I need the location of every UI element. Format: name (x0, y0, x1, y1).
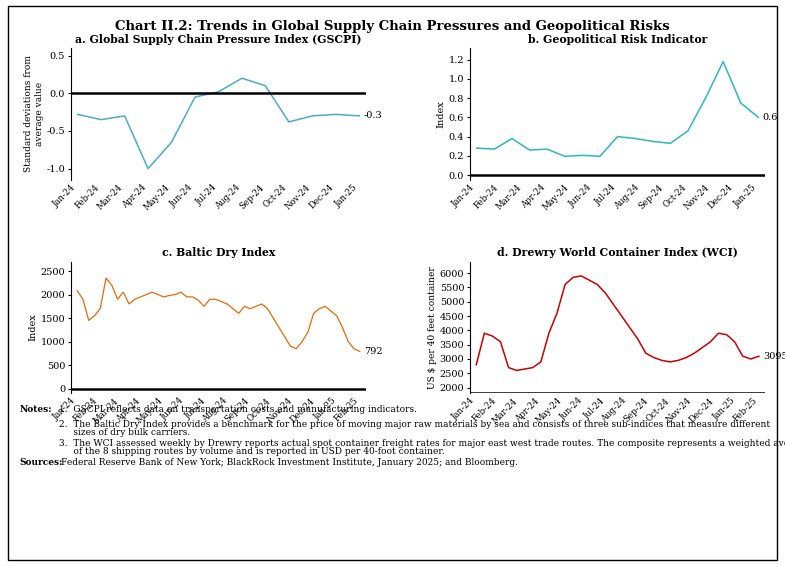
Text: Federal Reserve Bank of New York; BlackRock Investment Institute, January 2025; : Federal Reserve Bank of New York; BlackR… (61, 458, 518, 468)
Title: c. Baltic Dry Index: c. Baltic Dry Index (162, 247, 276, 258)
Y-axis label: Standard deviations from
average value: Standard deviations from average value (24, 55, 43, 173)
Text: Chart II.2: Trends in Global Supply Chain Pressures and Geopolitical Risks: Chart II.2: Trends in Global Supply Chai… (115, 20, 670, 33)
Y-axis label: Index: Index (436, 100, 446, 128)
Text: 2.  The Baltic Dry Index provides a benchmark for the price of moving major raw : 2. The Baltic Dry Index provides a bench… (59, 420, 770, 429)
Text: 792: 792 (364, 347, 382, 356)
Text: 0.6: 0.6 (762, 113, 778, 122)
Text: 3095: 3095 (763, 352, 785, 361)
Text: 1.  GSCPI reflects data on transportation costs and manufacturing indicators.: 1. GSCPI reflects data on transportation… (59, 405, 417, 414)
Text: of the 8 shipping routes by volume and is reported in USD per 40-foot container.: of the 8 shipping routes by volume and i… (59, 447, 444, 456)
Title: b. Geopolitical Risk Indicator: b. Geopolitical Risk Indicator (528, 33, 707, 45)
Title: a. Global Supply Chain Pressure Index (GSCPI): a. Global Supply Chain Pressure Index (G… (75, 33, 362, 45)
Y-axis label: Index: Index (29, 314, 38, 341)
Y-axis label: US $ per 40 feet container: US $ per 40 feet container (428, 266, 436, 389)
Text: Sources:: Sources: (20, 458, 63, 468)
Title: d. Drewry World Container Index (WCI): d. Drewry World Container Index (WCI) (497, 247, 738, 258)
Text: sizes of dry bulk carriers.: sizes of dry bulk carriers. (59, 428, 190, 438)
Text: Notes:: Notes: (20, 405, 53, 414)
Text: -0.3: -0.3 (363, 112, 382, 121)
Text: 3.  The WCI assessed weekly by Drewry reports actual spot container freight rate: 3. The WCI assessed weekly by Drewry rep… (59, 439, 785, 448)
